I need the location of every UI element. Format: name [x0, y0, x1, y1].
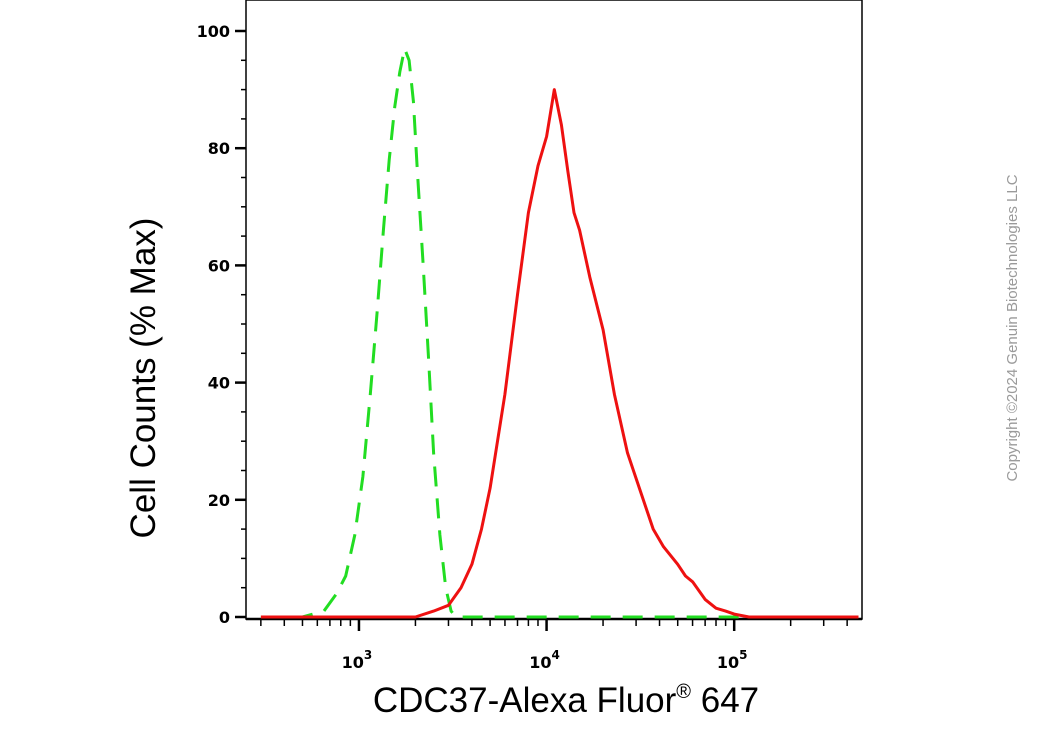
- x-tick-label: 105: [717, 648, 748, 672]
- dashed-green-histogram-line: [260, 47, 859, 619]
- copyright-notice: Copyright ©2024 Genuin Biotechnologies L…: [1004, 174, 1021, 481]
- y-tick-label: 0: [219, 608, 230, 627]
- x-axis-title-main: CDC37-Alexa Fluor: [373, 681, 677, 720]
- x-tick-base: 10: [342, 653, 364, 672]
- y-axis-ticks: 0 20 40 60 80 100: [197, 22, 246, 627]
- x-axis-title-suffix: 647: [691, 681, 759, 720]
- x-axis-title: CDC37-Alexa Fluor® 647: [373, 681, 759, 720]
- y-tick-label: 100: [197, 22, 230, 41]
- x-axis-ticks: 103 104 105: [260, 619, 848, 672]
- y-tick-label: 60: [208, 256, 230, 275]
- y-tick-label: 40: [208, 374, 230, 393]
- x-tick-exponent: 3: [364, 648, 372, 662]
- x-tick-label: 103: [342, 648, 373, 672]
- plot-frame: [245, 0, 863, 621]
- x-tick-base: 10: [717, 653, 739, 672]
- solid-red-histogram-line: [260, 88, 859, 619]
- x-tick-exponent: 4: [552, 648, 560, 662]
- x-tick-base: 10: [529, 653, 551, 672]
- y-tick-label: 20: [208, 491, 230, 510]
- y-tick-label: 80: [208, 139, 230, 158]
- x-tick-label: 104: [529, 648, 560, 672]
- x-axis-title-sup: ®: [676, 681, 691, 703]
- series-layer: [260, 47, 859, 619]
- x-tick-exponent: 5: [739, 648, 747, 662]
- y-axis-title: Cell Counts (% Max): [124, 218, 163, 539]
